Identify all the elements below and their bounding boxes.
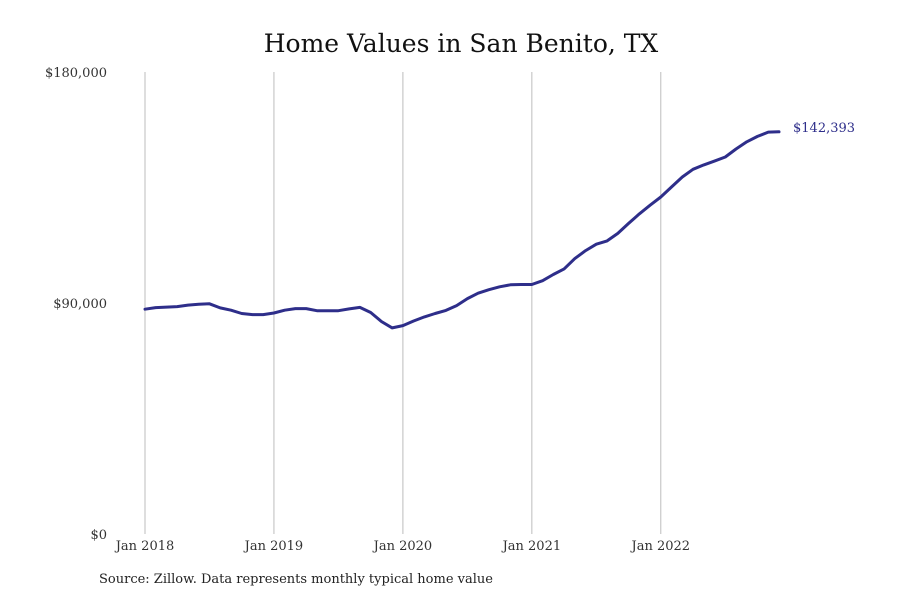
x-axis-tick-labels: Jan 2018 Jan 2019 Jan 2020 Jan 2021 Jan 2022 <box>114 539 690 554</box>
x-tick-label: Jan 2020 <box>372 539 433 554</box>
source-note: Source: Zillow. Data represents monthly … <box>99 572 493 587</box>
x-tick-label: Jan 2022 <box>630 539 691 554</box>
y-tick-label: $180,000 <box>45 66 107 81</box>
x-tick-label: Jan 2021 <box>501 539 562 554</box>
gridlines <box>144 72 662 534</box>
series-line <box>143 130 781 330</box>
x-tick-label: Jan 2019 <box>243 539 304 554</box>
series-layer: $142,393 <box>143 121 855 330</box>
y-tick-label: $0 <box>90 528 107 543</box>
y-tick-label: $90,000 <box>53 297 107 312</box>
y-axis-tick-labels: $0 $90,000 $180,000 <box>45 66 107 543</box>
end-value-label: $142,393 <box>793 121 855 136</box>
chart-title: Home Values in San Benito, TX <box>264 29 659 58</box>
x-tick-label: Jan 2018 <box>114 539 175 554</box>
